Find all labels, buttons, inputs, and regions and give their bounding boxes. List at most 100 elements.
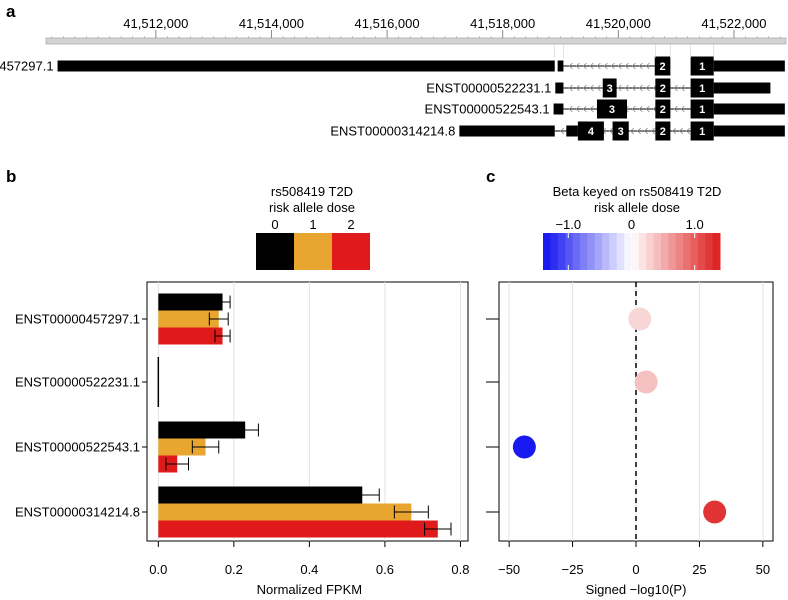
legend-label: 1 [309,217,316,232]
genome-tick-label: 41,512,000 [123,16,188,31]
transcript-label: ENST00000522231.1 [426,81,551,96]
genome-tick-label: 41,518,000 [470,16,535,31]
strand-chevron [582,84,587,92]
transcript-label: ENST00000314214.8 [330,124,455,139]
utr-block [555,82,564,94]
strand-chevron [596,62,601,70]
bar [158,421,246,439]
strand-chevron [631,84,636,92]
exon-number: 3 [607,83,613,95]
colorbar-step [594,233,603,270]
strand-chevron [680,84,685,92]
x-tick-label: 0.0 [149,562,167,577]
colorbar-tick-label: 1.0 [686,217,704,232]
panel-c-letter: c [486,167,495,186]
bar [158,520,438,538]
utr-block [713,82,771,94]
strand-chevron [603,62,608,70]
strand-chevron [560,127,565,135]
genome-tick-label: 41,516,000 [355,16,420,31]
utr-block [57,60,555,72]
panel-b-letter: b [6,167,16,186]
legend-swatch [256,233,294,270]
exon-number: 3 [618,126,624,138]
exon-block [596,99,628,119]
strand-chevron [575,84,580,92]
strand-chevron [568,62,573,70]
strand-chevron [645,84,650,92]
strand-chevron [644,127,649,135]
bar [158,438,206,456]
exon-block [602,78,617,98]
colorbar-step [646,233,655,270]
strand-chevron [617,62,622,70]
exon-block [654,56,671,76]
bar [158,310,219,328]
scatter-point [634,370,658,394]
scatter-point [512,435,536,459]
colorbar-step [668,233,677,270]
x-tick-label: −50 [498,562,520,577]
exon-number: 2 [660,83,666,95]
exon-number: 1 [699,126,705,138]
colorbar-step [712,233,721,270]
colorbar-step [572,233,581,270]
colorbar-step [565,233,573,270]
colorbar-step [609,233,618,270]
utr-block [557,60,564,72]
exon-number: 3 [609,104,615,116]
strand-chevron [637,127,642,135]
exon-block [690,121,714,141]
colorbar-tick-label: 0 [628,217,635,232]
exon-block [690,56,714,76]
legend-swatch [294,233,332,270]
category-label: ENST00000457297.1 [15,312,140,327]
strand-chevron [673,84,678,92]
strand-chevron [575,105,580,113]
colorbar-step [557,233,566,270]
strand-chevron [610,62,615,70]
legend-title-line: rs508419 T2D [271,184,353,199]
x-tick-label: 0.2 [225,562,243,577]
transcript-label: ENST00000522543.1 [425,102,550,117]
exon-block [655,121,671,141]
x-axis-label: Normalized FPKM [257,582,362,597]
x-axis-label: Signed −log10(P) [586,582,687,597]
exon-block [690,99,714,119]
strand-chevron [631,62,636,70]
colorbar-title-line: Beta keyed on rs508419 T2D [553,184,722,199]
colorbar-step [543,233,551,270]
strand-chevron [568,105,573,113]
legend-label: 2 [347,217,354,232]
x-tick-label: 0 [632,562,639,577]
gene-model-panel: 41,512,000 41,514,000 41,516,000 41,518,000… [0,16,787,141]
strand-chevron [645,62,650,70]
legend-swatch [332,233,370,270]
strand-chevron [596,84,601,92]
exon-block [655,99,671,119]
bar [158,293,223,311]
exon-number: 1 [699,83,705,95]
colorbar-step [624,233,632,270]
legend-title-line: risk allele dose [269,200,355,215]
strand-chevron [638,105,643,113]
x-tick-label: 50 [756,562,770,577]
legend-label: 0 [271,217,278,232]
colorbar-step [683,233,691,270]
colorbar-step [661,233,669,270]
colorbar-tick-label: −1.0 [555,217,581,232]
bar [158,503,412,521]
colorbar-step [675,233,684,270]
utr-block [566,125,578,137]
strand-chevron [630,127,635,135]
colorbar-step [697,233,706,270]
colorbar-step [579,233,588,270]
exon-number: 4 [588,126,595,138]
strand-chevron [568,84,573,92]
x-tick-label: −25 [562,562,584,577]
strand-chevron [686,127,691,135]
strand-chevron [624,84,629,92]
